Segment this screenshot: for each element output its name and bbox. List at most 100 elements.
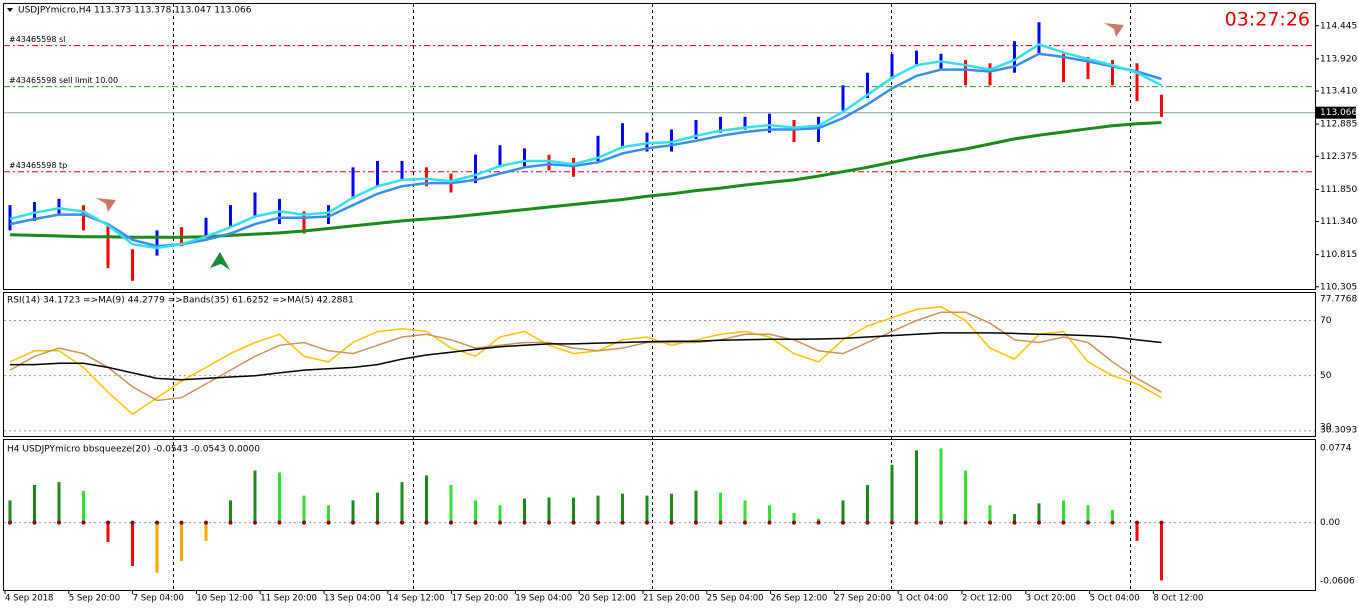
price-bar [817, 116, 820, 143]
price-bar [425, 167, 428, 187]
y-tick-label: 111.340 [1320, 217, 1357, 227]
price-bar [1160, 94, 1163, 117]
rsi-line [9, 305, 1162, 416]
squeeze-dot [1037, 520, 1041, 525]
price-bar [621, 123, 624, 149]
squeeze-bar [57, 482, 61, 523]
price-bar [302, 211, 306, 234]
y-tick-label: 113.920 [1320, 54, 1357, 64]
price-bar [474, 154, 477, 184]
squeeze-dot [669, 520, 674, 525]
squeeze-bar [988, 505, 992, 523]
squeeze-bar [204, 522, 208, 541]
price-bar [988, 63, 992, 86]
squeeze-dot [8, 520, 12, 525]
squeeze-dot [767, 520, 772, 525]
x-tick-label: 27 Sep 20:00 [834, 594, 891, 604]
x-tick-label: 13 Sep 04:00 [324, 594, 381, 604]
squeeze-bar [768, 505, 771, 523]
squeeze-dot [816, 520, 821, 525]
price-bar [866, 72, 869, 98]
y-limit-label: 30.3093 [1320, 426, 1357, 436]
squeeze-dot [351, 520, 355, 525]
squeeze-dot [228, 520, 233, 525]
squeeze-dot [596, 520, 600, 525]
x-tick-label: 25 Sep 04:00 [707, 594, 764, 604]
squeeze-bar [621, 493, 624, 523]
price-panel [3, 3, 1316, 290]
price-bar [572, 157, 575, 177]
squeeze-dot [81, 520, 86, 525]
y-tick-label: 112.885 [1320, 120, 1357, 130]
y-limit-label: -0.0606 [1320, 577, 1355, 587]
squeeze-bar [278, 472, 281, 523]
squeeze-dot [571, 520, 576, 525]
x-tick-label: 20 Sep 12:00 [579, 594, 636, 604]
squeeze-dot [1086, 520, 1090, 525]
squeeze-bar [596, 495, 600, 523]
price-bar [155, 230, 159, 256]
squeeze-dot [743, 520, 747, 525]
moving-average [9, 43, 1163, 250]
rsi-line [9, 311, 1162, 402]
x-tick-label: 3 Oct 20:00 [1026, 594, 1076, 604]
squeeze-dot [106, 520, 110, 525]
squeeze-bar [253, 470, 257, 523]
squeeze-bar [964, 470, 967, 523]
squeeze-bar [1086, 505, 1090, 523]
price-bar [670, 129, 673, 152]
price-bar [964, 60, 967, 86]
squeeze-dot [473, 520, 478, 525]
price-bar [743, 116, 747, 130]
last-price-label: 113.066 [1320, 108, 1357, 118]
y-tick-label: 111.850 [1320, 185, 1357, 195]
squeeze-bar [449, 485, 453, 523]
squeeze-dot [792, 520, 796, 525]
squeeze-bar [498, 505, 502, 523]
squeeze-dot [890, 520, 894, 525]
price-bar [719, 116, 722, 133]
squeeze-dot [841, 520, 845, 525]
squeeze-dot [400, 520, 404, 525]
x-tick-label: 26 Sep 12:00 [771, 594, 828, 604]
squeeze-dot [1159, 520, 1164, 525]
squeeze-dot [865, 520, 870, 525]
price-bar [1013, 41, 1016, 73]
price-bar [106, 224, 110, 269]
price-bar [376, 161, 379, 187]
price-bar [57, 198, 61, 215]
squeeze-dot [179, 520, 184, 525]
squeeze-bar [866, 485, 869, 523]
squeeze-bar [8, 500, 12, 523]
price-bar [841, 85, 845, 111]
squeeze-bar [474, 500, 477, 523]
squeeze-dot [522, 520, 527, 525]
y-limit-label: 77.7768 [1320, 295, 1357, 305]
squeeze-panel [3, 439, 1316, 591]
price-bar [351, 167, 355, 199]
x-tick-label: 5 Oct 04:00 [1090, 594, 1140, 604]
y-tick-label: 110.305 [1320, 282, 1357, 292]
squeeze-bar [1160, 522, 1163, 581]
squeeze-bar [302, 495, 306, 523]
squeeze-bar [82, 490, 85, 523]
squeeze-dot [718, 520, 723, 525]
squeeze-bar [1135, 522, 1139, 541]
squeeze-bar [572, 497, 575, 523]
price-bar [1086, 56, 1090, 80]
squeeze-bar [327, 505, 330, 523]
order-level-label: #43465598 tp [9, 161, 67, 170]
price-bar [547, 154, 551, 171]
y-tick-label: 113.410 [1320, 87, 1357, 97]
x-tick-label: 4 Sep 2018 [5, 594, 53, 604]
price-bar [204, 217, 208, 237]
sell-arrow [1104, 23, 1124, 37]
squeeze-dot [988, 520, 992, 525]
x-tick-label: 19 Sep 04:00 [515, 594, 572, 604]
price-bar [915, 50, 918, 67]
squeeze-dot [939, 520, 943, 525]
squeeze-bar [155, 522, 159, 573]
squeeze-bar [33, 485, 36, 523]
